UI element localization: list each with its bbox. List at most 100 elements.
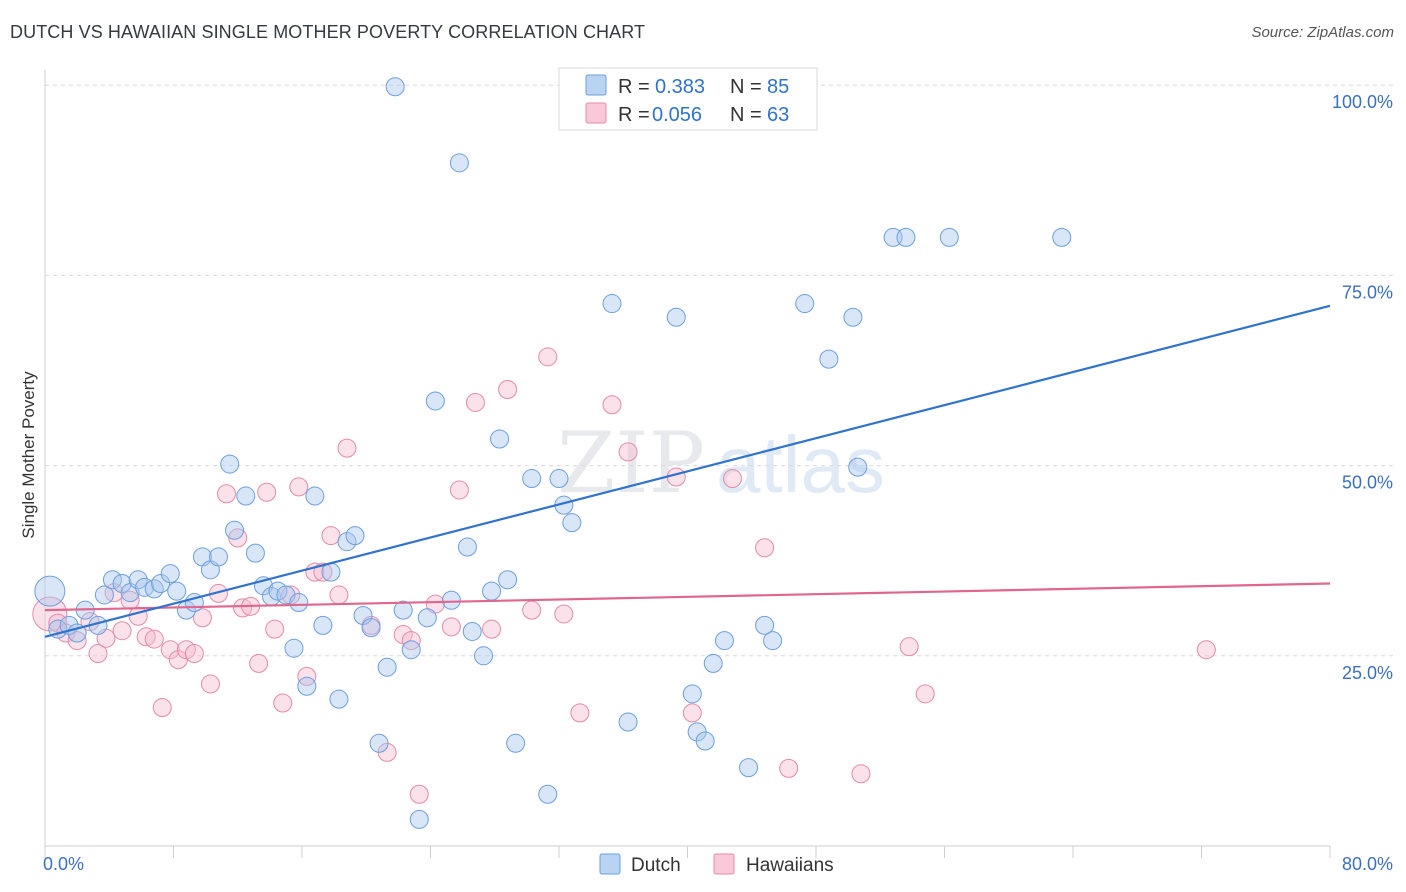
hawaiian-point xyxy=(184,644,204,664)
hawaiian-point xyxy=(618,442,638,462)
dutch-point xyxy=(297,676,317,696)
dutch-point xyxy=(482,581,502,601)
hawaiian-point xyxy=(192,608,212,628)
legend-hawaiian-swatch xyxy=(585,102,607,124)
dutch-points xyxy=(34,77,1072,829)
dutch-point xyxy=(1052,227,1072,247)
watermark-zip: ZIP xyxy=(557,414,705,512)
dutch-point xyxy=(474,646,494,666)
dutch-point xyxy=(666,307,686,327)
hawaiian-point xyxy=(570,703,590,723)
watermark: ZIP atlas xyxy=(557,414,885,512)
dutch-point xyxy=(755,615,775,635)
legend-dutch-r-value: 0.383 xyxy=(655,76,705,98)
hawaiian-point xyxy=(228,528,248,548)
dutch-point xyxy=(562,513,582,533)
dutch-point xyxy=(538,784,558,804)
dutch-point xyxy=(682,684,702,704)
hawaiian-point xyxy=(128,606,148,626)
hawaiian-point xyxy=(249,653,269,673)
hawaiian-point xyxy=(281,585,301,605)
y-tick-labels: 25.0% 50.0% 75.0% 100.0% xyxy=(1332,92,1393,683)
dutch-point xyxy=(102,570,122,590)
dutch-point xyxy=(220,454,240,474)
hawaiian-point xyxy=(32,596,68,632)
legend-dutch-n-label: N = xyxy=(730,76,762,98)
top-legend: R = 0.383 N = 85 R = 0.056 N = 63 xyxy=(558,67,818,131)
hawaiian-point xyxy=(136,627,156,647)
hawaiian-point xyxy=(313,562,333,582)
dutch-point xyxy=(289,593,309,613)
dutch-point xyxy=(245,543,265,563)
hawaiian-point xyxy=(233,598,253,618)
hawaiian-point xyxy=(297,666,317,686)
dutch-point xyxy=(848,457,868,477)
hawaiian-point xyxy=(265,619,285,639)
hawaiian-point xyxy=(160,640,180,660)
dutch-point xyxy=(409,809,429,829)
legend-hawaiian-r-label: R = xyxy=(618,104,650,126)
hawaiian-point xyxy=(554,604,574,624)
hawaiian-point xyxy=(602,395,622,415)
dutch-point xyxy=(305,486,325,506)
hawaiian-point xyxy=(779,758,799,778)
hawaiian-point xyxy=(449,480,469,500)
dutch-point xyxy=(695,731,715,751)
dutch-point xyxy=(361,618,381,638)
legend-dutch-r-label: R = xyxy=(618,76,650,98)
chart-title: DUTCH VS HAWAIIAN SINGLE MOTHER POVERTY … xyxy=(10,22,646,42)
dutch-point xyxy=(94,585,114,605)
dutch-point xyxy=(160,564,180,584)
y-tick-label-50: 50.0% xyxy=(1342,473,1393,493)
hawaiian-point xyxy=(441,617,461,637)
source-label: Source: ZipAtlas.com xyxy=(1251,24,1394,41)
y-tick-label-75: 75.0% xyxy=(1342,282,1393,302)
dutch-point xyxy=(739,758,759,778)
hawaiian-point xyxy=(851,764,871,784)
dutch-point xyxy=(236,486,256,506)
hawaiian-point xyxy=(337,438,357,458)
legend-hawaiian-n-label: N = xyxy=(730,104,762,126)
dutch-point xyxy=(795,294,815,314)
dutch-point xyxy=(284,638,304,658)
hawaiian-point xyxy=(722,469,742,489)
dutch-point xyxy=(425,391,445,411)
hawaiian-point xyxy=(465,392,485,412)
dutch-point xyxy=(135,577,155,597)
hawaiian-point xyxy=(48,613,68,633)
dutch-point xyxy=(763,631,783,651)
hawaiian-point xyxy=(915,684,935,704)
hawaiian-point xyxy=(321,526,341,546)
bottom-legend-hawaiian-label: Hawaiians xyxy=(746,855,834,876)
dutch-point xyxy=(549,469,569,489)
dutch-point xyxy=(522,469,542,489)
dutch-point xyxy=(843,307,863,327)
dutch-point xyxy=(377,657,397,677)
hawaiian-point xyxy=(152,698,172,718)
y-tick-label-25: 25.0% xyxy=(1342,663,1393,683)
hawaiian-point xyxy=(522,600,542,620)
dutch-point xyxy=(369,733,389,753)
hawaiian-point xyxy=(273,693,293,713)
hawaiian-point xyxy=(755,538,775,558)
dutch-point xyxy=(506,733,526,753)
dutch-point xyxy=(393,600,413,620)
dutch-point xyxy=(345,526,365,546)
dutch-point xyxy=(939,227,959,247)
gridlines xyxy=(45,84,1395,657)
hawaiian-point xyxy=(682,703,702,723)
bottom-legend-dutch-swatch xyxy=(599,853,621,875)
x-tick-labels: 0.0% 80.0% xyxy=(43,854,1393,874)
dutch-point xyxy=(167,581,187,601)
dutch-point xyxy=(602,294,622,314)
hawaiian-point xyxy=(144,629,164,649)
legend-hawaiian-r-value: 0.056 xyxy=(652,104,702,126)
dutch-point xyxy=(490,429,510,449)
y-axis-label: Single Mother Poverty xyxy=(19,371,38,539)
dutch-point xyxy=(208,547,228,567)
hawaiian-point xyxy=(289,477,309,497)
dutch-point xyxy=(144,579,164,599)
hawaiian-point xyxy=(257,482,277,502)
hawaiian-point xyxy=(200,674,220,694)
